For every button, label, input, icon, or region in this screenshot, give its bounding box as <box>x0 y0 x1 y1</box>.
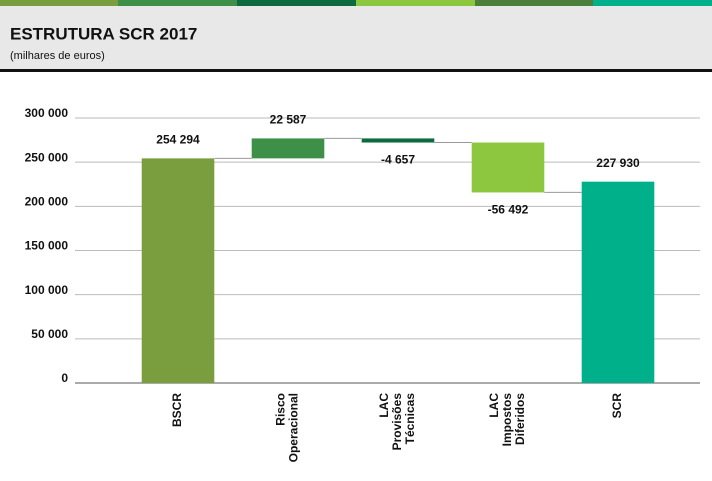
value-label: -4 657 <box>381 153 415 167</box>
value-label: -56 492 <box>488 203 529 217</box>
header-strip <box>593 0 712 6</box>
header-strip <box>0 0 118 6</box>
y-tick-label: 200 000 <box>25 195 69 209</box>
value-label: 22 587 <box>270 113 307 127</box>
x-tick-label: Operacional <box>287 393 301 462</box>
value-label: 254 294 <box>156 133 200 147</box>
bar <box>471 142 545 193</box>
bar <box>251 138 325 159</box>
chart-title: ESTRUTURA SCR 2017 <box>10 24 197 43</box>
y-tick-label: 150 000 <box>25 239 69 253</box>
y-tick-label: 0 <box>61 371 68 385</box>
x-tick-label: LAC <box>487 393 501 418</box>
header-strip <box>118 0 237 6</box>
x-tick-label: Técnicas <box>403 393 417 445</box>
bar <box>361 138 435 143</box>
header-strip <box>475 0 593 6</box>
bar <box>581 181 655 383</box>
x-tick-label: Impostos <box>500 393 514 447</box>
x-tick-label: SCR <box>610 393 624 419</box>
x-tick-label: BSCR <box>170 393 184 427</box>
x-tick-label: Diferidos <box>513 393 527 445</box>
x-tick-label: Risco <box>274 393 288 426</box>
header-strip <box>237 0 356 6</box>
header-background <box>0 0 712 70</box>
chart-subtitle: (milhares de euros) <box>10 50 105 62</box>
y-tick-label: 300 000 <box>25 106 69 120</box>
header-strip <box>356 0 475 6</box>
y-tick-label: 50 000 <box>31 327 68 341</box>
header-rule <box>0 69 712 72</box>
bar <box>141 158 215 383</box>
x-tick-label: LAC <box>377 393 391 418</box>
x-tick-label: Provisões <box>390 393 404 451</box>
y-tick-label: 250 000 <box>25 150 69 164</box>
value-label: 227 930 <box>596 156 640 170</box>
y-tick-label: 100 000 <box>25 283 69 297</box>
